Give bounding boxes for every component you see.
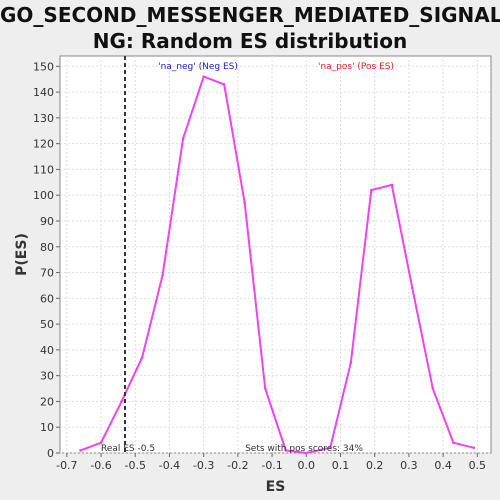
x-tick-label: -0.6 — [90, 459, 111, 472]
data-point — [472, 446, 476, 450]
y-tick-label: 50 — [40, 318, 54, 331]
data-point — [452, 441, 455, 444]
y-tick-label: 80 — [40, 241, 54, 254]
x-tick-label: 0.3 — [400, 459, 418, 472]
data-point — [304, 451, 308, 455]
x-tick-label: 0.2 — [366, 459, 384, 472]
x-tick-label: 0.4 — [434, 459, 452, 472]
axis-ticks: -0.7 -0.6 -0.5 -0.4 -0.3 -0.2 -0.1 0.0 0.1 0.2 0.3… — [33, 60, 486, 472]
chart-title-line-2: NG: Random ES distribution — [92, 29, 408, 53]
data-point — [140, 356, 144, 359]
y-tick-label: 30 — [40, 370, 54, 383]
x-tick-label: 0.0 — [298, 459, 316, 472]
x-tick-label: -0.3 — [193, 459, 214, 472]
data-point — [243, 201, 247, 205]
y-tick-label: 0 — [47, 447, 54, 460]
y-tick-label: 70 — [40, 267, 54, 280]
x-tick-label: -0.5 — [125, 459, 146, 472]
x-tick-label: -0.4 — [159, 459, 180, 472]
data-point — [79, 449, 82, 452]
x-tick-label: -0.2 — [227, 459, 248, 472]
data-point — [99, 441, 103, 444]
data-point — [222, 83, 226, 86]
data-point — [284, 449, 288, 452]
x-tick-label: 0.5 — [469, 459, 487, 472]
x-axis-label: ES — [266, 479, 286, 495]
data-point — [263, 387, 267, 390]
real-es-label: Real ES -0.5 — [101, 444, 155, 454]
chart-title: GO_SECOND_MESSENGER_MEDIATED_SIGNALI NG:… — [0, 2, 500, 54]
data-point — [431, 387, 435, 390]
overlay-group: Real ES -0.5 'na_neg' (Neg ES) 'na_pos' (P… — [101, 56, 394, 454]
x-tick-label: -0.7 — [56, 459, 77, 472]
y-tick-label: 60 — [40, 292, 54, 305]
x-tick-label: -0.1 — [261, 459, 282, 472]
y-tick-label: 90 — [40, 215, 54, 228]
plot-area — [59, 55, 492, 454]
y-tick-label: 100 — [33, 189, 54, 202]
y-tick-label: 150 — [33, 60, 54, 73]
pos-scores-annotation: Sets with pos scores: 34% — [245, 444, 363, 454]
series-line — [80, 75, 475, 454]
x-tick-label: 0.1 — [332, 459, 350, 472]
legend-entry: 'na_neg' (Neg ES) — [158, 62, 238, 72]
legend-entry: 'na_pos' (Pos ES) — [318, 62, 394, 72]
data-point — [202, 75, 205, 78]
y-tick-label: 110 — [33, 163, 54, 176]
data-point — [390, 183, 394, 187]
chart-title-line-1: GO_SECOND_MESSENGER_MEDIATED_SIGNALI — [0, 3, 500, 27]
data-point — [349, 361, 353, 365]
y-tick-label: 130 — [33, 112, 54, 125]
data-point — [369, 188, 373, 192]
y-axis-label: P(ES) — [14, 233, 30, 276]
data-point — [120, 400, 123, 403]
y-tick-label: 120 — [33, 138, 54, 151]
data-point — [328, 446, 332, 450]
data-point — [411, 286, 414, 290]
y-tick-label: 20 — [40, 395, 54, 408]
y-tick-label: 140 — [33, 86, 54, 99]
data-point — [161, 273, 164, 277]
y-tick-label: 40 — [40, 344, 54, 357]
y-tick-label: 10 — [40, 421, 54, 434]
data-point — [181, 137, 185, 140]
series-group — [79, 75, 476, 455]
